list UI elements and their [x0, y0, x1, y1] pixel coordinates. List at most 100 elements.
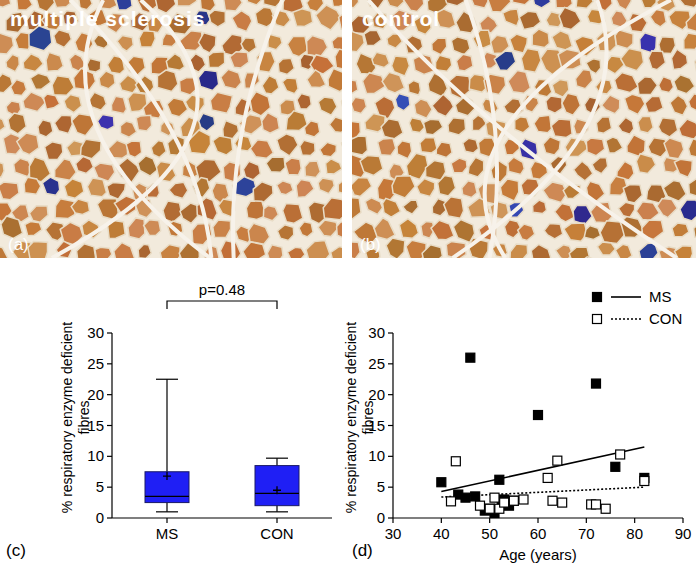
- fibre: [166, 54, 184, 71]
- legend-line: [611, 296, 641, 298]
- fibre: [422, 245, 442, 258]
- axis-title: % respiratory enzyme deficientfibres: [343, 322, 376, 514]
- fibre: [508, 71, 530, 94]
- fibre: [448, 118, 466, 135]
- fibre: [559, 7, 581, 29]
- fibre: [672, 223, 689, 237]
- x-tick: [537, 518, 538, 523]
- y-tick: [388, 394, 393, 395]
- fibre: [331, 0, 342, 7]
- fibre: [248, 223, 269, 244]
- fibre: [364, 31, 382, 46]
- fibre: [352, 178, 372, 197]
- y-tick: [107, 394, 112, 395]
- point: [592, 500, 601, 509]
- trend-line: [441, 447, 644, 491]
- point: [437, 478, 446, 487]
- fibre: [392, 56, 410, 76]
- fibre: [296, 180, 314, 198]
- fibre: [606, 137, 623, 153]
- fibre: [0, 161, 4, 178]
- fibre: [25, 222, 42, 236]
- fascicle-boundary: [466, 0, 497, 258]
- fibre: [151, 141, 166, 158]
- fibre: [285, 158, 301, 175]
- fibre: [621, 49, 644, 71]
- fibre: [618, 202, 634, 218]
- fibre: [138, 244, 151, 258]
- fibre: [138, 156, 158, 176]
- fibre: [618, 117, 634, 134]
- fibre: [277, 225, 293, 241]
- point: [616, 450, 625, 459]
- fibre: [288, 247, 306, 258]
- fibre: [470, 0, 489, 8]
- fibre: [11, 80, 27, 96]
- fibre: [637, 77, 657, 95]
- blue-fibre: [532, 0, 550, 8]
- x-tick: [586, 518, 587, 523]
- point: [466, 353, 475, 362]
- y-tick: [388, 425, 393, 426]
- panel-label: (c): [6, 541, 26, 560]
- trend-line: [441, 487, 644, 497]
- fibre: [627, 135, 646, 157]
- fibre: [337, 221, 342, 238]
- fibre: [71, 199, 89, 214]
- fibre: [686, 12, 696, 32]
- fibre: [576, 70, 593, 89]
- y-tick: [388, 363, 393, 364]
- fibre: [28, 242, 48, 258]
- fibre: [320, 142, 337, 156]
- fibre: [17, 133, 39, 155]
- fibre: [456, 54, 473, 71]
- fibre: [126, 141, 142, 157]
- fibre: [55, 159, 77, 180]
- fibre: [578, 257, 599, 258]
- y-tick: [107, 332, 112, 333]
- fibre: [515, 117, 530, 133]
- point: [640, 477, 649, 486]
- whisker-cap-high: [156, 379, 178, 380]
- fibre: [277, 181, 294, 195]
- x-tick: [166, 518, 167, 523]
- fibre: [574, 161, 593, 181]
- fibre: [305, 161, 321, 177]
- fibre: [213, 220, 231, 237]
- fibre: [0, 74, 13, 93]
- fibre: [128, 218, 145, 239]
- fibre: [510, 34, 528, 53]
- fibre: [95, 247, 112, 258]
- annotation: p=0.48: [199, 281, 245, 298]
- fibre: [208, 52, 225, 68]
- blue-fibre: [395, 94, 410, 111]
- blue-fibre: [640, 33, 657, 53]
- fibre: [645, 96, 663, 112]
- x-tick-label: MS: [156, 525, 179, 542]
- fibre: [107, 183, 126, 200]
- fibre: [23, 92, 46, 111]
- fibre: [250, 140, 273, 159]
- legend-marker: [593, 315, 602, 324]
- fibre: [277, 134, 298, 156]
- fibre: [76, 156, 94, 173]
- fibre: [221, 69, 242, 89]
- fibre: [318, 178, 334, 194]
- fibre: [694, 221, 696, 237]
- fibre: [636, 202, 659, 221]
- fibre: [329, 117, 342, 133]
- x-tick: [634, 518, 635, 523]
- fibre: [243, 242, 266, 258]
- point: [601, 504, 610, 513]
- panel-label: (a): [8, 235, 29, 254]
- blue-fibre: [97, 115, 114, 130]
- fibre: [664, 138, 684, 159]
- y-tick-label: 20: [87, 386, 104, 403]
- point: [461, 493, 470, 502]
- fibre: [625, 94, 645, 114]
- fibre: [674, 75, 695, 94]
- axis-title-line: fibres: [76, 400, 92, 434]
- fibre: [352, 0, 359, 8]
- legend-label: MS: [649, 288, 672, 305]
- fibre: [253, 182, 273, 202]
